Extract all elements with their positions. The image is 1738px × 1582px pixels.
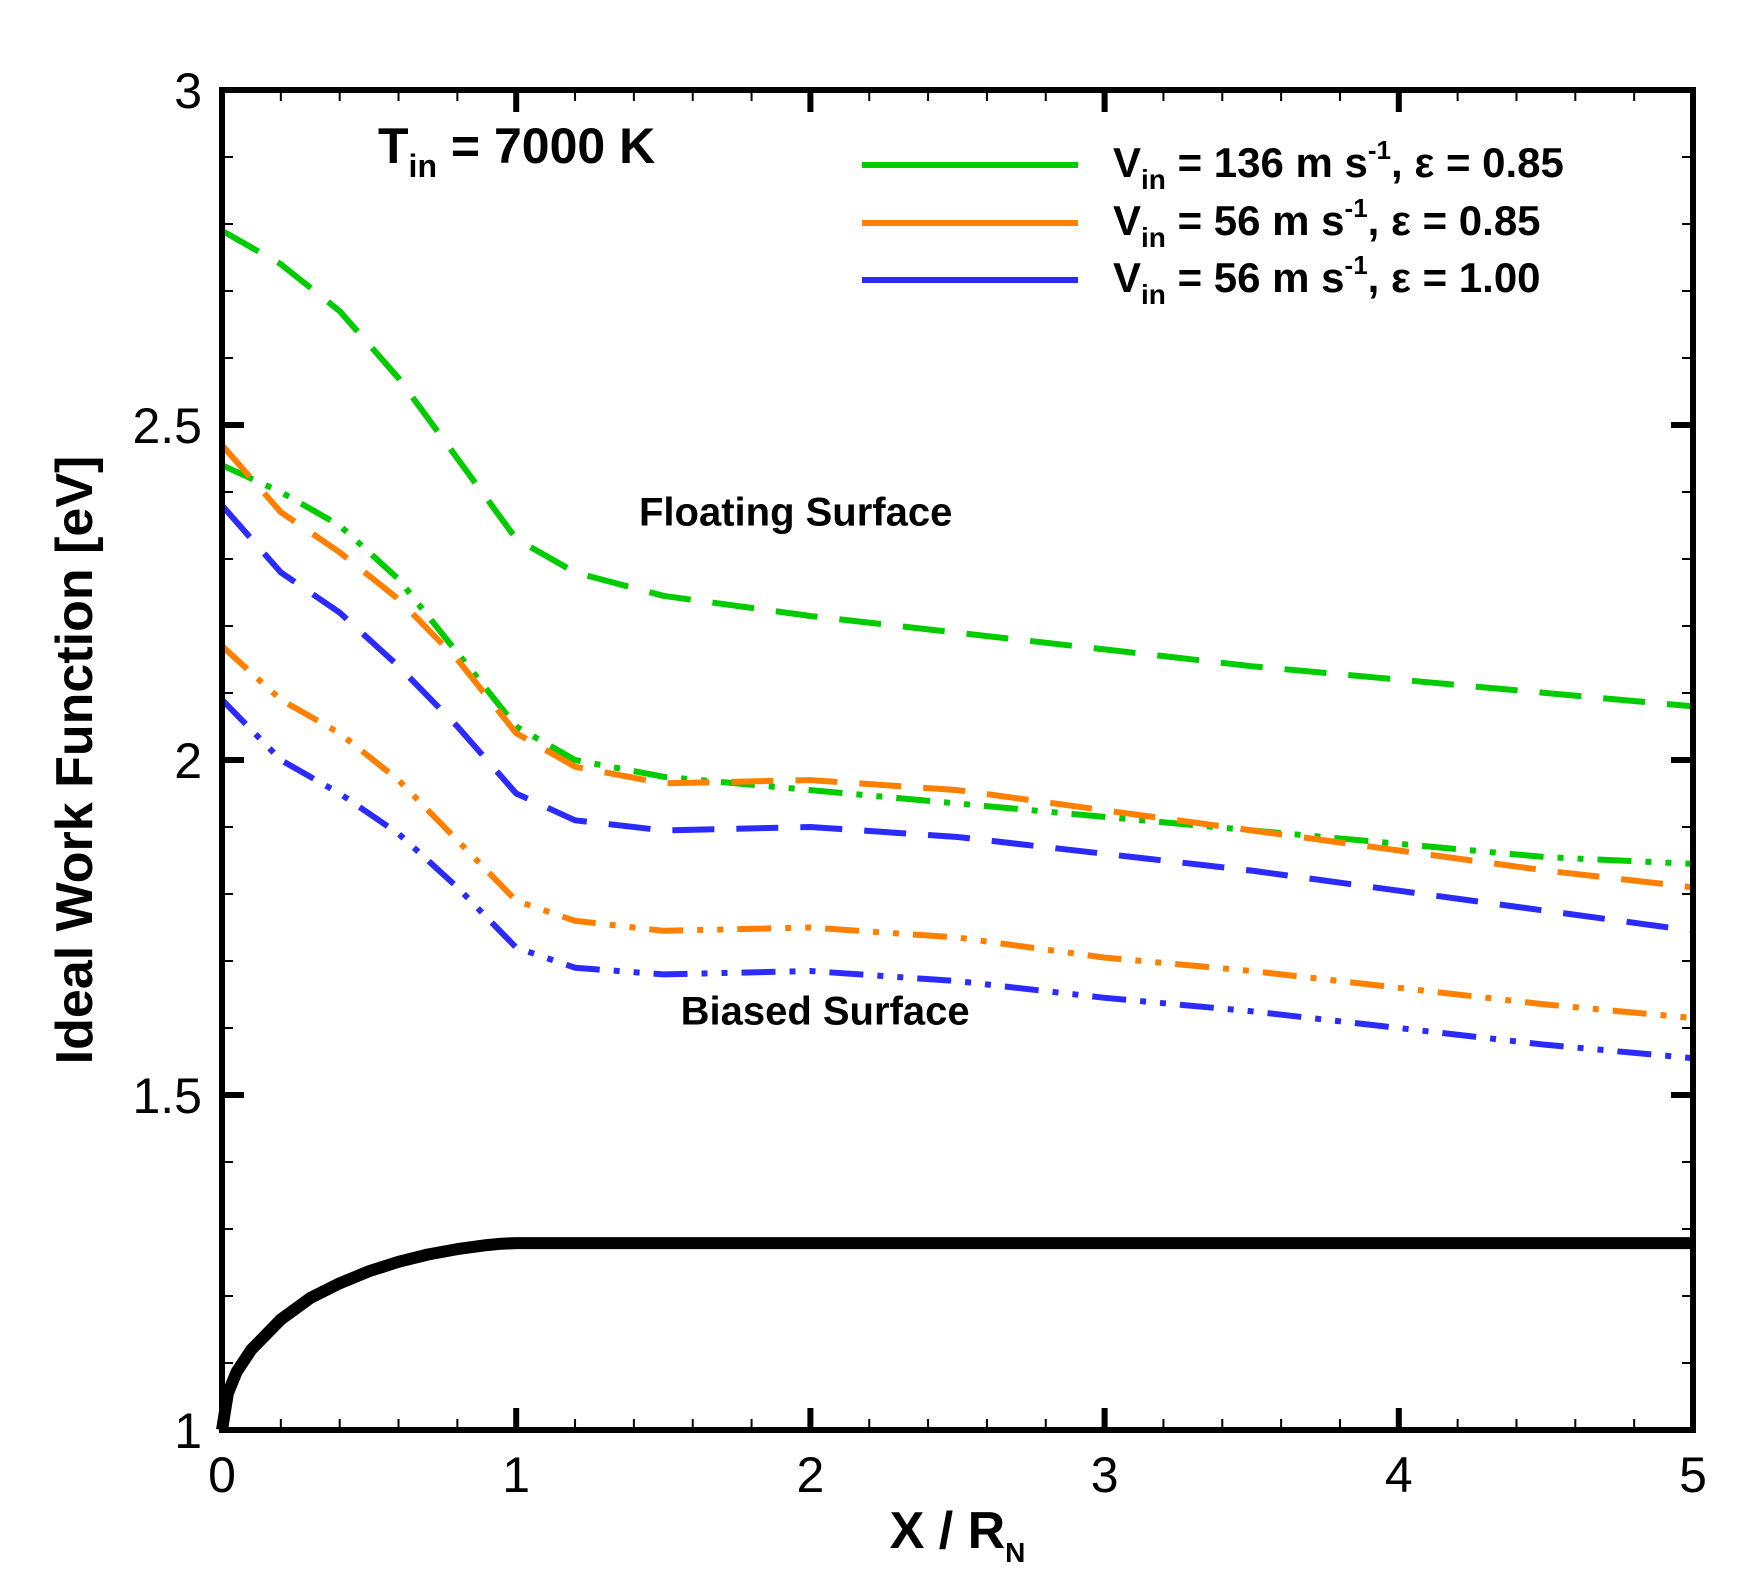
series-line-black-solid (216, 1237, 1693, 1431)
legend-emissivity: , ε = 0.85 (1391, 139, 1564, 186)
legend-emissivity: , ε = 1.00 (1368, 254, 1541, 301)
series-line-blue-dashed (219, 503, 1694, 934)
legend-value: = 56 m s (1166, 197, 1345, 244)
x-tick-label: 4 (1385, 1447, 1413, 1503)
legend-superscript: -1 (1345, 193, 1368, 223)
y-tick-label: 1.5 (132, 1068, 202, 1124)
series-line-green-dashdotdot (220, 462, 1694, 867)
temperature-symbol: T (378, 118, 409, 174)
legend-symbol: V (1113, 197, 1141, 244)
x-tick-label: 0 (208, 1447, 236, 1503)
x-axis-title: X / RN (890, 1502, 1026, 1568)
x-tick-label: 5 (1679, 1447, 1707, 1503)
floating-surface-label: Floating Surface (639, 491, 952, 535)
series-line-orange-dashdotdot (219, 643, 1694, 1021)
legend-subscript: in (1141, 164, 1166, 195)
legend-value: = 56 m s (1166, 254, 1345, 301)
temperature-annotation: Tin = 7000 K (378, 118, 655, 184)
legend-symbol: V (1113, 139, 1141, 186)
biased-surface-label: Biased Surface (681, 990, 970, 1034)
x-tick-label: 2 (796, 1447, 824, 1503)
legend-entry: Vin = 136 m s-1, ε = 0.85 (862, 135, 1564, 195)
legend-superscript: -1 (1368, 135, 1391, 165)
temperature-subscript: in (409, 148, 437, 184)
legend-label: Vin = 56 m s-1, ε = 0.85 (1113, 193, 1541, 253)
tick-label-layer: 0 1 2 3 4 511.522.53 (132, 63, 1706, 1503)
legend-value: = 136 m s (1166, 139, 1368, 186)
legend-entry: Vin = 56 m s-1, ε = 0.85 (862, 193, 1541, 253)
temperature-value: = 7000 K (437, 118, 655, 174)
legend: Vin = 136 m s-1, ε = 0.85 Vin = 56 m s-1… (862, 135, 1564, 310)
x-axis-title-subscript: N (1005, 1537, 1025, 1568)
x-tick-label: 3 (1091, 1447, 1119, 1503)
y-tick-label: 2 (174, 733, 202, 789)
legend-label: Vin = 56 m s-1, ε = 1.00 (1113, 250, 1541, 310)
y-tick-label: 2.5 (132, 398, 202, 454)
legend-subscript: in (1141, 279, 1166, 310)
tick-layer (219, 87, 1696, 1433)
legend-label: Vin = 136 m s-1, ε = 0.85 (1113, 135, 1564, 195)
y-tick-label: 3 (174, 63, 202, 119)
legend-entry: Vin = 56 m s-1, ε = 1.00 (862, 250, 1541, 310)
legend-symbol: V (1113, 254, 1141, 301)
series-line-green-dashed (220, 228, 1694, 710)
x-axis-title-main: X / R (890, 1502, 1006, 1560)
x-tick-label: 1 (502, 1447, 530, 1503)
series-layer (216, 228, 1694, 1431)
legend-subscript: in (1141, 222, 1166, 253)
series-line-blue-dashdotdot (219, 697, 1694, 1062)
legend-superscript: -1 (1345, 250, 1368, 280)
y-tick-label: 1 (174, 1403, 202, 1459)
y-axis-title: Ideal Work Function [eV] (46, 456, 104, 1065)
legend-emissivity: , ε = 0.85 (1368, 197, 1541, 244)
